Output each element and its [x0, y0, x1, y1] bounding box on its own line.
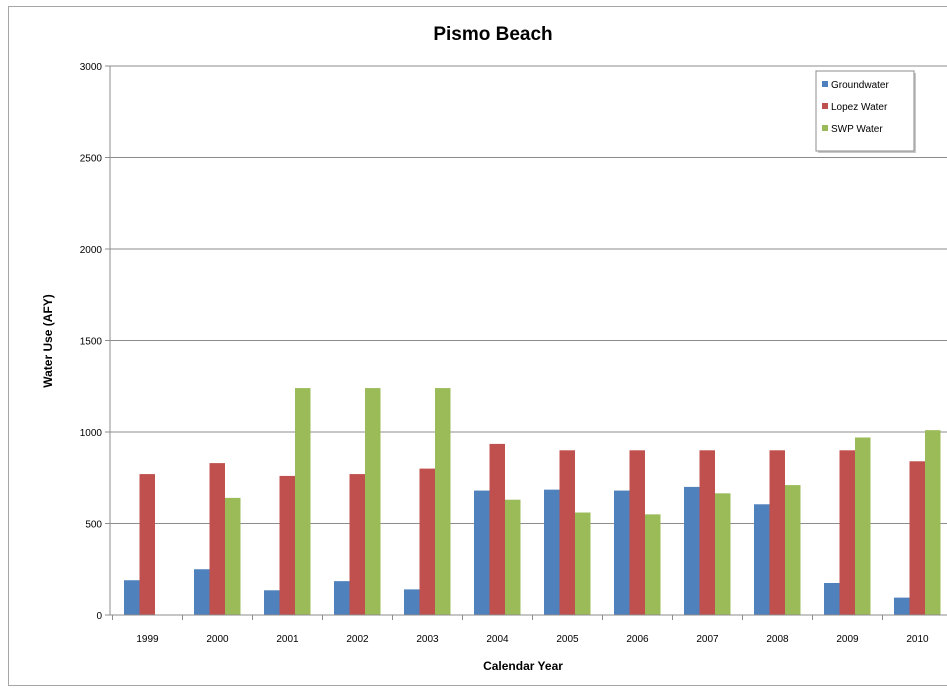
bar-lopez-water-2005 [559, 450, 575, 615]
bar-swp-water-2002 [365, 388, 381, 615]
y-tick-label: 2000 [80, 245, 103, 256]
x-tick-label: 2000 [206, 634, 229, 645]
x-tick-label: 2001 [276, 634, 299, 645]
bar-groundwater-1999 [124, 580, 140, 615]
bar-groundwater-2000 [194, 569, 210, 615]
axis-layer: 0 500 1000 1500 2000 2500 3000 1999 2000 2001 2002… [80, 62, 947, 645]
bar-lopez-water-2009 [839, 450, 855, 615]
legend-label: Groundwater [831, 80, 889, 91]
bar-swp-water-2005 [575, 512, 591, 615]
x-tick-label: 2005 [556, 634, 579, 645]
bar-lopez-water-2008 [769, 450, 785, 615]
bar-lopez-water-2010 [909, 461, 925, 615]
bar-swp-water-2001 [295, 388, 311, 615]
bar-groundwater-2002 [334, 581, 350, 615]
y-tick-label: 2500 [80, 154, 103, 165]
bar-swp-water-2000 [225, 497, 241, 615]
x-tick-label: 1999 [136, 634, 159, 645]
legend: Groundwater Lopez Water SWP Water [815, 70, 916, 153]
y-axis-label: Water Use (AFY) [41, 294, 55, 388]
bar-lopez-water-2002 [349, 474, 365, 615]
bar-swp-water-2009 [855, 437, 871, 615]
bar-swp-water-2008 [785, 485, 801, 615]
legend-swatch [822, 103, 828, 109]
x-tick-label: 2008 [766, 634, 789, 645]
y-tick-label: 3000 [80, 62, 103, 73]
bar-groundwater-2009 [824, 582, 840, 615]
grid-layer [110, 65, 947, 524]
bar-lopez-water-2006 [629, 450, 645, 615]
bar-groundwater-2010 [894, 597, 910, 615]
legend-box [815, 70, 915, 152]
legend-swatch [822, 125, 828, 131]
x-axis-label: Calendar Year [483, 659, 563, 673]
legend-swatch [822, 81, 828, 87]
x-tick-label: 2006 [626, 634, 649, 645]
legend-label: Lopez Water [831, 102, 888, 113]
bar-groundwater-2004 [474, 490, 490, 615]
bar-swp-water-2003 [435, 388, 451, 615]
bar-swp-water-2007 [715, 493, 731, 615]
bar-groundwater-2008 [754, 504, 770, 615]
bar-lopez-water-1999 [139, 474, 155, 615]
x-tick-label: 2007 [696, 634, 719, 645]
y-tick-label: 0 [96, 611, 102, 622]
x-tick-label: 2003 [416, 634, 439, 645]
bar-swp-water-2006 [645, 514, 661, 615]
x-tick-label: 2010 [906, 634, 929, 645]
bar-lopez-water-2000 [209, 463, 225, 615]
bar-swp-water-2010 [925, 430, 941, 615]
bars-layer [124, 388, 941, 615]
x-tick-label: 2002 [346, 634, 369, 645]
bar-lopez-water-2003 [419, 468, 435, 615]
bar-lopez-water-2007 [699, 450, 715, 615]
bar-groundwater-2005 [544, 489, 560, 615]
bar-groundwater-2001 [264, 590, 280, 615]
bar-groundwater-2003 [404, 589, 420, 615]
x-tick-label: 2004 [486, 634, 509, 645]
y-tick-label: 1000 [80, 428, 103, 439]
chart-title: Pismo Beach [433, 24, 552, 45]
bar-swp-water-2004 [505, 499, 521, 615]
bar-groundwater-2007 [684, 486, 700, 615]
bar-groundwater-2006 [614, 490, 630, 615]
x-tick-label: 2009 [836, 634, 859, 645]
bar-lopez-water-2001 [279, 475, 295, 615]
bar-lopez-water-2004 [489, 443, 505, 615]
legend-label: SWP Water [831, 124, 883, 135]
y-tick-label: 1500 [80, 337, 103, 348]
y-tick-label: 500 [85, 520, 102, 531]
